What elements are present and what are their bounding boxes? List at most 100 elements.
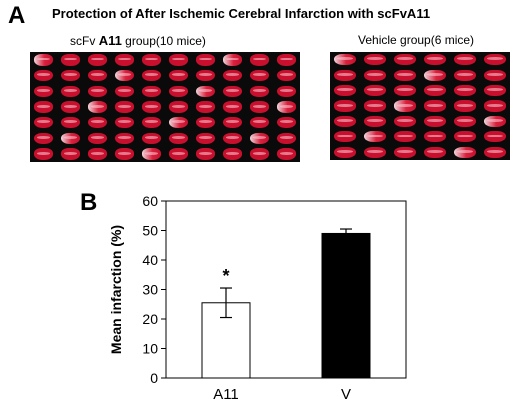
vehicle-slice xyxy=(364,85,386,97)
a11-slice xyxy=(249,101,270,113)
vehicle-slice xyxy=(454,85,476,97)
a11-slice xyxy=(168,132,189,145)
a11-slice xyxy=(195,148,216,160)
vehicle-slice xyxy=(334,131,356,143)
vehicle-slice xyxy=(454,115,476,127)
a11-slice xyxy=(195,101,216,113)
brain-slices-photo-a11 xyxy=(30,52,300,162)
vehicle-slice xyxy=(394,54,416,66)
a11-slice xyxy=(114,69,135,82)
vehicle-slice xyxy=(454,100,476,112)
vehicle-slice xyxy=(484,146,506,158)
vehicle-slice xyxy=(484,85,506,97)
group-label-vehicle: Vehicle group(6 mice) xyxy=(358,33,475,47)
vehicle-slice xyxy=(484,131,506,143)
a11-slice xyxy=(33,54,54,66)
a11-slice xyxy=(276,85,297,97)
a11-slice xyxy=(168,69,189,82)
vehicle-slice xyxy=(454,54,476,66)
y-tick-label: 60 xyxy=(142,193,158,209)
a11-slice xyxy=(114,132,135,145)
panel-b-letter: B xyxy=(80,189,98,216)
vehicle-slice xyxy=(334,100,356,112)
y-tick-label: 10 xyxy=(142,341,158,357)
vehicle-slice xyxy=(334,54,356,66)
a11-slice xyxy=(195,54,216,66)
a11-slice xyxy=(222,69,243,82)
vehicle-slice xyxy=(484,100,506,112)
a11-slice xyxy=(141,85,162,97)
a11-slice xyxy=(87,132,108,145)
a11-slice xyxy=(114,101,135,113)
a11-slice xyxy=(33,69,54,82)
y-tick-label: 0 xyxy=(150,370,158,386)
vehicle-slice xyxy=(394,100,416,112)
vehicle-slice xyxy=(364,131,386,143)
y-tick-label: 50 xyxy=(142,223,158,239)
a11-slice xyxy=(276,101,297,113)
figure-title: Protection of After Ischemic Cerebral In… xyxy=(52,6,431,21)
a11-slice xyxy=(222,101,243,113)
vehicle-slice xyxy=(364,115,386,127)
a11-slice xyxy=(33,132,54,145)
a11-slice xyxy=(249,132,270,145)
group-label-a11-suffix: group(10 mice) xyxy=(125,34,206,48)
vehicle-slice xyxy=(334,85,356,97)
vehicle-slice xyxy=(424,100,446,112)
a11-slice xyxy=(222,117,243,129)
vehicle-slice xyxy=(484,54,506,66)
a11-slice xyxy=(141,69,162,82)
a11-slice xyxy=(114,54,135,66)
vehicle-slice xyxy=(364,69,386,81)
y-tick-label: 30 xyxy=(142,282,158,298)
a11-slice xyxy=(249,54,270,66)
y-axis-label: Mean infarction (%) xyxy=(108,225,124,354)
a11-slice xyxy=(141,54,162,66)
a11-slice xyxy=(60,148,81,160)
a11-slice xyxy=(168,85,189,97)
a11-slice xyxy=(87,101,108,113)
brain-slices-photo-vehicle xyxy=(330,52,510,160)
significance-marker: * xyxy=(222,266,229,286)
a11-slice xyxy=(60,85,81,97)
x-tick-label: A11 xyxy=(213,386,239,403)
vehicle-slice xyxy=(424,146,446,158)
a11-slice xyxy=(141,101,162,113)
a11-slice xyxy=(60,54,81,66)
a11-slice xyxy=(87,148,108,160)
a11-slice xyxy=(222,85,243,97)
vehicle-slice xyxy=(454,69,476,81)
a11-slice xyxy=(249,85,270,97)
a11-slice xyxy=(222,132,243,145)
a11-slice xyxy=(168,101,189,113)
a11-slice xyxy=(195,85,216,97)
x-tick-label: V xyxy=(341,386,351,403)
vehicle-slice xyxy=(424,54,446,66)
a11-slice xyxy=(87,117,108,129)
group-label-a11-bold: A11 xyxy=(98,33,122,48)
vehicle-slice xyxy=(364,100,386,112)
vehicle-slice xyxy=(454,131,476,143)
a11-slice xyxy=(114,85,135,97)
vehicle-slice xyxy=(394,85,416,97)
vehicle-slice xyxy=(484,69,506,81)
a11-slice xyxy=(114,117,135,129)
vehicle-slice xyxy=(334,146,356,158)
vehicle-slice xyxy=(334,69,356,81)
vehicle-slice xyxy=(394,115,416,127)
a11-slice xyxy=(141,132,162,145)
a11-slice xyxy=(195,69,216,82)
y-tick-label: 20 xyxy=(142,311,158,327)
a11-slice xyxy=(87,54,108,66)
a11-slice xyxy=(168,117,189,129)
vehicle-slice xyxy=(424,85,446,97)
a11-slice xyxy=(33,85,54,97)
vehicle-slice xyxy=(424,131,446,143)
a11-slice xyxy=(33,117,54,129)
a11-slice xyxy=(114,148,135,160)
a11-slice xyxy=(249,148,270,160)
group-label-a11-prefix: scFv xyxy=(70,34,96,48)
a11-slice xyxy=(276,117,297,129)
a11-slice xyxy=(60,132,81,145)
